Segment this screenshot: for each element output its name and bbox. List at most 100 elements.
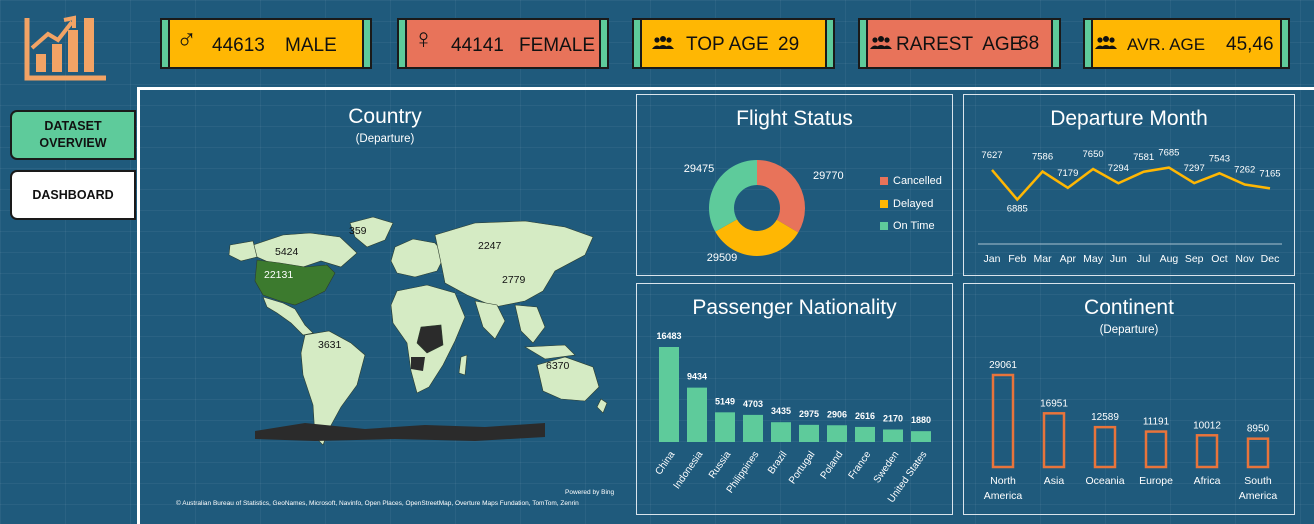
flight-status-donut: 29770 29509 29475	[684, 160, 844, 264]
donut-value-label: 29475	[684, 163, 715, 175]
people-icon	[652, 36, 674, 49]
country-subtitle: (Departure)	[355, 133, 415, 145]
bar-category-label: Russia	[707, 449, 734, 481]
bar-value-label: 2906	[827, 409, 847, 419]
male-count-card: ♂ 44613 MALE	[160, 18, 372, 69]
bar-category-label: America	[984, 490, 1023, 502]
bar[interactable]	[715, 412, 735, 442]
donut-slice-cancelled[interactable]	[757, 160, 805, 233]
x-tick-label: Sep	[1185, 253, 1204, 265]
legend-delayed: Delayed	[880, 198, 933, 210]
bar-category-label: China	[653, 449, 677, 477]
female-label: FEMALE	[519, 35, 596, 56]
bar-value-label: 16483	[656, 331, 681, 341]
average-age-value: 45,46	[1226, 34, 1274, 55]
x-tick-label: Feb	[1008, 253, 1026, 265]
male-symbol-icon: ♂	[176, 24, 197, 55]
bar-value-label: 12589	[1091, 412, 1119, 423]
line-data-label: 7627	[981, 150, 1002, 161]
continent-panel: Continent (Departure) 29061 North America 1…	[963, 283, 1295, 515]
bar-category-label: America	[1239, 490, 1278, 502]
donut-slice-on-time[interactable]	[709, 160, 757, 232]
continent-subtitle: (Departure)	[1099, 324, 1159, 336]
bar-value-label: 29061	[989, 360, 1017, 371]
donut-slice-delayed[interactable]	[715, 219, 799, 256]
dataset-overview-button[interactable]: DATASET OVERVIEW	[10, 110, 136, 160]
x-tick-label: May	[1083, 253, 1104, 265]
line-series	[991, 166, 1271, 202]
bar-category-label: South	[1244, 475, 1272, 487]
departure-month-title: Departure Month	[1050, 107, 1208, 130]
bar-value-label: 9434	[687, 372, 707, 382]
line-data-label: 7179	[1057, 168, 1078, 179]
bar[interactable]	[991, 373, 1015, 469]
passenger-nationality-title: Passenger Nationality	[692, 296, 897, 319]
top-age-card: TOP AGE 29	[632, 18, 835, 69]
bar[interactable]	[855, 426, 875, 442]
dashboard-button[interactable]: DASHBOARD	[10, 170, 136, 220]
male-count-value: 44613	[212, 35, 265, 56]
map-label: 3631	[318, 339, 342, 351]
country-title: Country	[348, 105, 422, 128]
flight-status-title: Flight Status	[736, 107, 853, 130]
passenger-nationality-bar-chart: 16483China9434Indonesia5149Russia4703Phi…	[653, 331, 931, 505]
passenger-nationality-panel: Passenger Nationality 16483 China 9434 Indo…	[636, 283, 953, 515]
average-age-card: AVR. AGE 45,46	[1083, 18, 1290, 69]
x-tick-label: Nov	[1235, 253, 1254, 265]
top-age-label: TOP AGE	[686, 34, 769, 55]
bar-value-label: 16951	[1040, 398, 1068, 409]
dataset-overview-label: DATASET OVERVIEW	[39, 119, 107, 150]
powered-by-text: Powered by Bing	[565, 489, 615, 496]
country-map-panel: Country (Departure) 359 54	[145, 95, 625, 515]
bar-category-label: Oceania	[1085, 475, 1124, 487]
bar[interactable]	[1246, 437, 1270, 469]
x-tick-label: Aug	[1160, 253, 1179, 265]
people-icon	[1095, 36, 1117, 49]
line-data-label: 7650	[1083, 149, 1104, 160]
dashboard-label: DASHBOARD	[32, 187, 114, 202]
rarest-age-card: RAREST AGE 68	[858, 18, 1061, 69]
bar[interactable]	[1042, 412, 1066, 469]
x-tick-label: Jan	[984, 253, 1001, 265]
x-tick-label: Apr	[1060, 253, 1077, 265]
bar[interactable]	[1144, 430, 1168, 469]
bar[interactable]	[1195, 434, 1219, 469]
bar-value-label: 4703	[743, 399, 763, 409]
male-label: MALE	[285, 35, 337, 56]
bar-category-label: Poland	[819, 449, 846, 481]
bar[interactable]	[1093, 425, 1117, 469]
x-tick-label: Jun	[1110, 253, 1127, 265]
bar[interactable]	[911, 431, 931, 442]
bar[interactable]	[687, 387, 707, 442]
legend-on-time: On Time	[880, 220, 935, 232]
growth-chart-logo-icon	[24, 15, 106, 81]
continent-bar-chart: 29061 North America 16951 Asia 12589 Oceania 11…	[984, 360, 1278, 502]
map-label: 5424	[275, 246, 299, 258]
bar-value-label: 8950	[1247, 424, 1270, 435]
bar[interactable]	[771, 422, 791, 442]
female-count-value: 44141	[451, 35, 504, 56]
bar-value-label: 2170	[883, 413, 903, 423]
donut-value-label: 29770	[813, 170, 844, 182]
bar-category-label: Europe	[1139, 475, 1173, 487]
bar-category-label: Asia	[1044, 475, 1065, 487]
female-symbol-icon: ♀	[413, 23, 434, 54]
top-age-value: 29	[778, 34, 800, 55]
bar[interactable]	[883, 429, 903, 442]
line-data-label: 6885	[1007, 204, 1028, 215]
bar-value-label: 2975	[799, 409, 819, 419]
world-map[interactable]: 359 5424 22131 2247 2779 3631 6370	[145, 95, 625, 515]
bar[interactable]	[827, 425, 847, 442]
bar-value-label: 1880	[911, 415, 931, 425]
line-data-label: 7581	[1133, 152, 1154, 163]
bar[interactable]	[743, 414, 763, 442]
map-label: 359	[349, 225, 367, 237]
map-label: 6370	[546, 360, 570, 372]
bar[interactable]	[799, 424, 819, 442]
line-data-label: 7165	[1259, 168, 1280, 179]
map-attribution: © Australian Bureau of Statistics, GeoNa…	[176, 500, 579, 507]
bar[interactable]	[659, 347, 679, 442]
bar-category-label: Africa	[1194, 475, 1221, 487]
bar-value-label: 2616	[855, 411, 875, 421]
header-divider	[137, 87, 1314, 90]
